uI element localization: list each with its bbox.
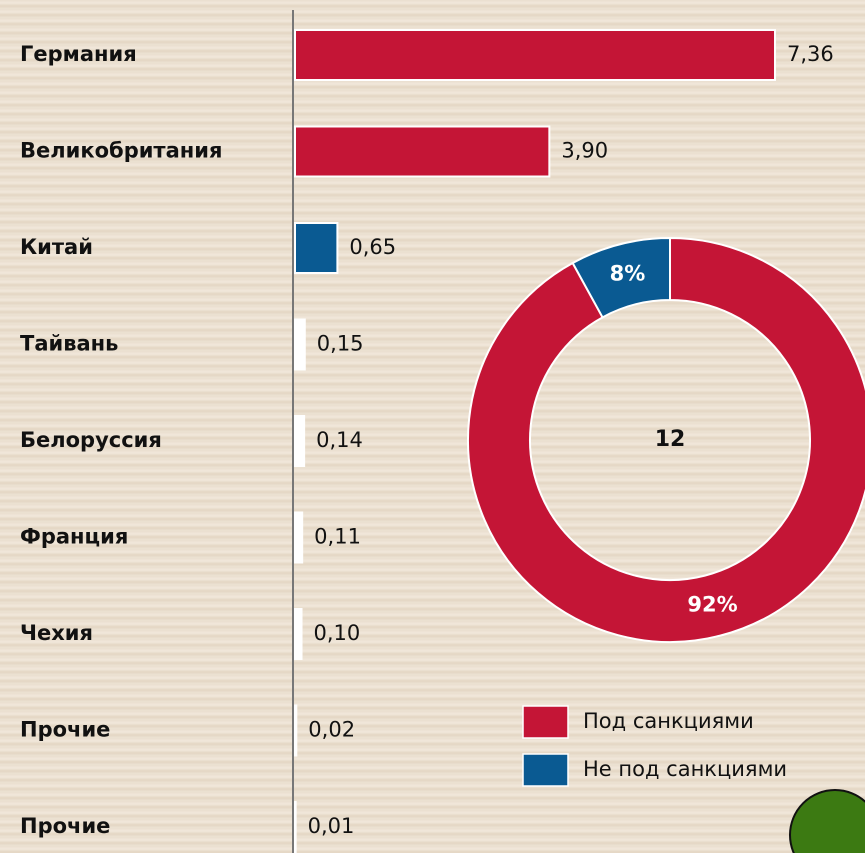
category-label: Тайвань [20, 332, 118, 356]
value-label: 0,02 [308, 718, 355, 742]
donut-segment [571, 236, 671, 319]
decor-circle [789, 789, 865, 853]
bar [294, 704, 298, 757]
category-label: Германия [20, 42, 137, 66]
legend-label: Не под санкциями [583, 757, 787, 781]
bar [294, 318, 306, 371]
bar [294, 29, 776, 81]
value-label: 7,36 [787, 42, 834, 66]
legend-swatch [522, 753, 569, 787]
value-label: 0,15 [317, 332, 364, 356]
legend-swatch [522, 705, 569, 739]
value-label: 0,10 [314, 621, 361, 645]
value-label: 0,65 [349, 235, 396, 259]
category-label: Китай [20, 235, 93, 259]
category-label: Прочие [20, 814, 110, 838]
value-label: 3,90 [561, 139, 608, 163]
donut-segment [467, 236, 865, 643]
legend-label: Под санкциями [583, 709, 754, 733]
category-label: Белоруссия [20, 428, 162, 452]
value-label: 0,11 [314, 525, 361, 549]
category-label: Великобритания [20, 139, 222, 163]
segment-label: 92% [687, 593, 737, 617]
center-label: 12 [655, 427, 686, 452]
bar [294, 608, 303, 660]
bar [294, 125, 551, 178]
bar [294, 511, 304, 564]
bar [294, 222, 339, 274]
value-label: 0,01 [308, 814, 355, 838]
value-label: 0,14 [316, 428, 363, 452]
category-label: Чехия [20, 621, 93, 645]
category-label: Прочие [20, 718, 110, 742]
segment-label: 8% [610, 261, 646, 285]
bar [294, 801, 297, 853]
category-label: Франция [20, 525, 128, 549]
bar [294, 415, 306, 467]
